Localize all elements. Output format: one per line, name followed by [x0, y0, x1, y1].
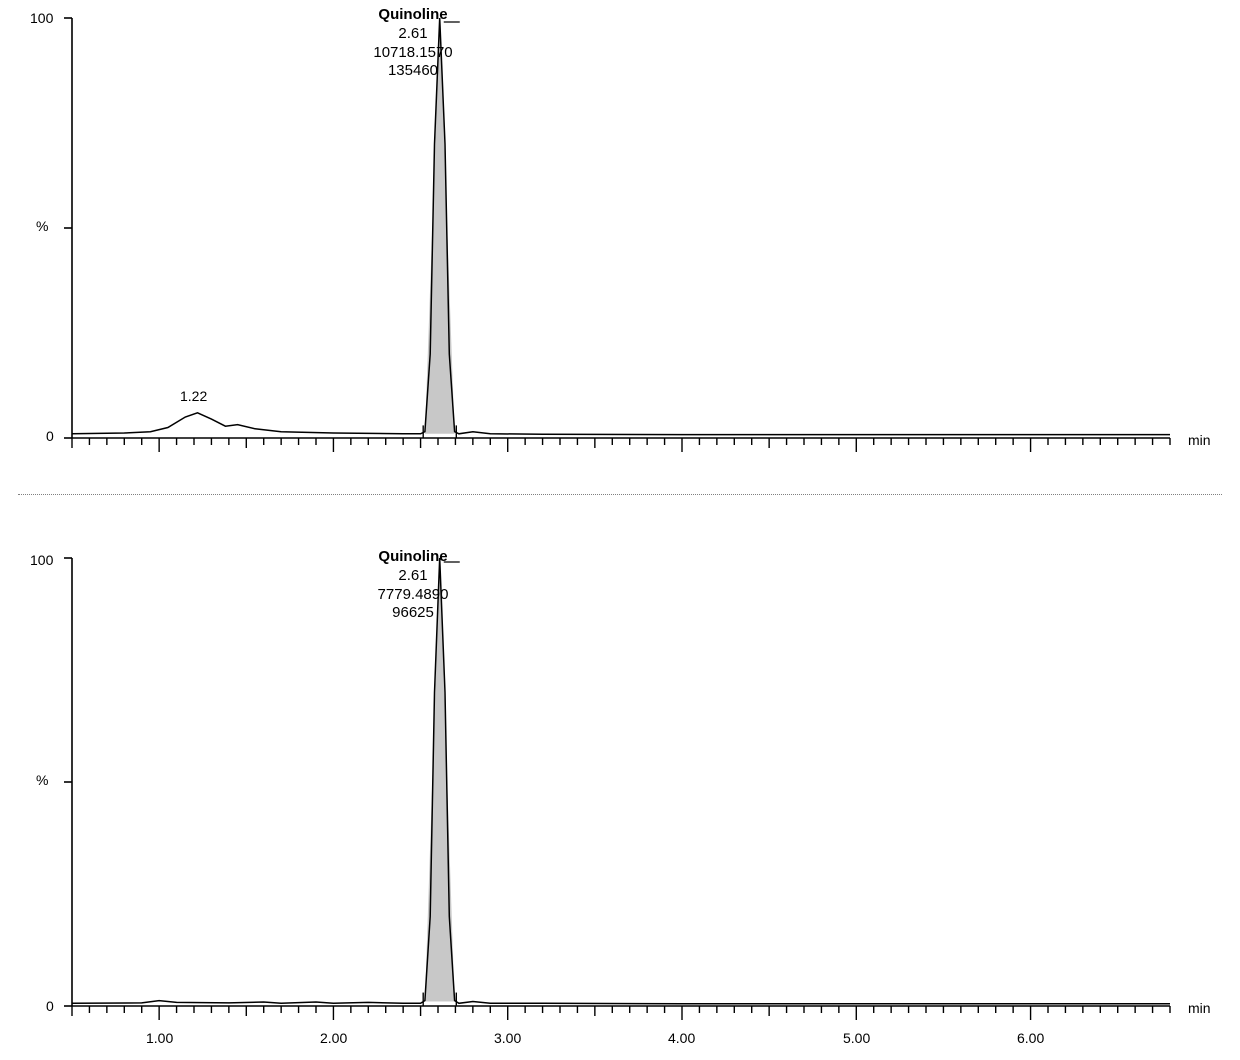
peak-name-bottom: Quinoline [328, 548, 498, 567]
x-unit-bottom: min [1188, 1000, 1211, 1016]
peak-name-top: Quinoline [328, 6, 498, 25]
peak-area-bottom: 7779.4890 [328, 586, 498, 605]
y-tick-0-top: 0 [46, 428, 54, 444]
minor-peak-label-top: 1.22 [180, 388, 207, 404]
peak-area-top: 10718.1570 [328, 44, 498, 63]
x-unit-top: min [1188, 432, 1211, 448]
chromatogram-bottom: 100 % 0 min Quinoline 2.61 7779.4890 966… [0, 540, 1240, 1060]
peak-height-top: 135460 [328, 62, 498, 81]
x-tick-3-bottom: 3.00 [494, 1030, 521, 1046]
chromatogram-top: 100 % 0 min Quinoline 2.61 10718.1570 13… [0, 0, 1240, 470]
y-axis-label-bottom: % [36, 772, 48, 788]
y-tick-0-bottom: 0 [46, 998, 54, 1014]
y-tick-100-top: 100 [30, 10, 53, 26]
peak-rt-bottom: 2.61 [328, 567, 498, 586]
peak-rt-top: 2.61 [328, 25, 498, 44]
chromatogram-bottom-svg [0, 540, 1240, 1060]
x-tick-4-bottom: 4.00 [668, 1030, 695, 1046]
x-tick-1-bottom: 1.00 [146, 1030, 173, 1046]
panel-divider [18, 494, 1222, 495]
x-tick-2-bottom: 2.00 [320, 1030, 347, 1046]
peak-annotation-bottom: Quinoline 2.61 7779.4890 96625 [328, 548, 498, 623]
x-tick-6-bottom: 6.00 [1017, 1030, 1044, 1046]
y-tick-100-bottom: 100 [30, 552, 53, 568]
x-tick-5-bottom: 5.00 [843, 1030, 870, 1046]
peak-height-bottom: 96625 [328, 604, 498, 623]
peak-annotation-top: Quinoline 2.61 10718.1570 135460 [328, 6, 498, 81]
y-axis-label-top: % [36, 218, 48, 234]
